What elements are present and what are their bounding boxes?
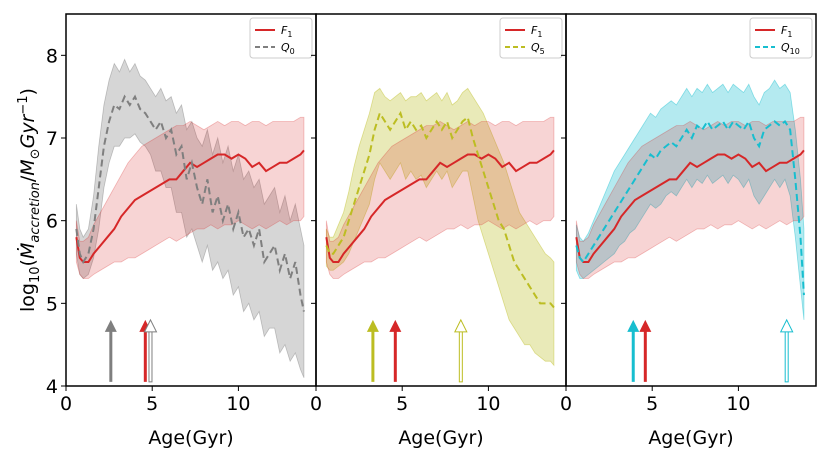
arrow-head — [639, 319, 652, 332]
band-q10 — [575, 79, 805, 320]
arrow-marker-3 — [454, 318, 468, 383]
x-tick-label: 10 — [476, 393, 500, 415]
y-tick-label: 4 — [46, 376, 58, 398]
x-tick-label: 5 — [396, 393, 408, 415]
plot-area — [75, 58, 305, 378]
band-f1 — [575, 116, 805, 279]
x-axis-label: Age(Gyr) — [148, 427, 233, 449]
arrow-marker-1 — [104, 319, 117, 382]
legend-label: Q10 — [781, 41, 800, 56]
arrow-head — [366, 319, 379, 332]
y-tick-label: 8 — [46, 45, 58, 67]
line-q10 — [575, 119, 805, 296]
legend-label: F1 — [531, 24, 542, 39]
arrow-head — [389, 319, 402, 332]
legend-label: F1 — [281, 24, 292, 39]
x-axis-label: Age(Gyr) — [648, 427, 733, 449]
arrow-marker-1 — [627, 319, 640, 382]
x-tick-label: 10 — [726, 393, 750, 415]
x-tick-label: 10 — [226, 393, 250, 415]
band-f1 — [75, 116, 305, 279]
x-tick-label: 0 — [60, 393, 72, 415]
band-q0 — [75, 58, 305, 378]
y-tick-label: 7 — [46, 128, 58, 150]
band-f1 — [325, 116, 555, 279]
y-axis-label: log10(Ṁaccretion/M⊙Gyr−1) — [16, 88, 43, 312]
arrow-marker-2 — [639, 319, 652, 382]
arrow-marker-1 — [366, 319, 379, 382]
x-tick-label: 0 — [560, 393, 572, 415]
band-q5 — [325, 87, 555, 367]
line-f1 — [325, 149, 555, 263]
x-tick-label: 0 — [310, 393, 322, 415]
arrow-head — [779, 318, 794, 333]
plot-area — [325, 87, 555, 367]
arrow-head — [143, 318, 158, 333]
arrow-shaft — [784, 330, 789, 383]
line-f1 — [75, 149, 305, 263]
arrow-head — [627, 319, 640, 332]
line-q5 — [325, 110, 555, 309]
arrow-shaft — [148, 330, 153, 383]
y-tick-label: 5 — [46, 293, 58, 315]
axes-frame — [565, 13, 817, 387]
legend-label: F1 — [781, 24, 792, 39]
x-axis-label: Age(Gyr) — [398, 427, 483, 449]
y-tick-label: 6 — [46, 211, 58, 233]
x-tick-label: 5 — [646, 393, 658, 415]
arrow-head — [104, 319, 117, 332]
line-f1 — [575, 149, 805, 263]
legend-label: Q5 — [531, 41, 545, 56]
legend-label: Q0 — [281, 41, 295, 56]
arrow-head — [454, 318, 468, 333]
line-q0 — [75, 94, 305, 312]
plot-area — [575, 79, 805, 320]
x-tick-label: 5 — [146, 393, 158, 415]
arrow-marker-3 — [143, 318, 158, 383]
arrow-marker-3 — [779, 318, 794, 383]
arrow-marker-2 — [389, 319, 402, 382]
arrow-shaft — [458, 330, 463, 383]
